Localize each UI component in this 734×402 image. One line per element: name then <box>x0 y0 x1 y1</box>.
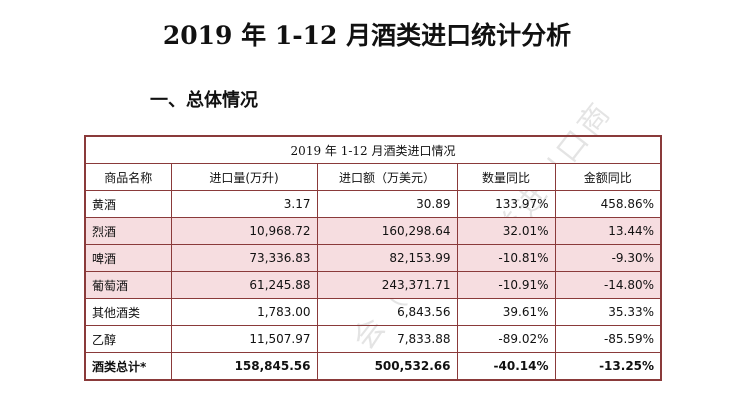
quantity-yoy: 133.97% <box>456 190 556 218</box>
product-name: 啤酒 <box>84 244 172 272</box>
amount-yoy: 13.44% <box>554 217 662 245</box>
quantity-yoy: -89.02% <box>456 325 556 353</box>
import-volume: 1,783.00 <box>170 298 318 326</box>
quantity-yoy: -10.81% <box>456 244 556 272</box>
table-row: 葡萄酒 61,245.88 243,371.71 -10.91% -14.80% <box>84 271 662 299</box>
amount-yoy: -13.25% <box>554 352 662 381</box>
quantity-yoy: 39.61% <box>456 298 556 326</box>
product-name: 其他酒类 <box>84 298 172 326</box>
product-name: 烈酒 <box>84 217 172 245</box>
table-header-row: 商品名称 进口量(万升) 进口额（万美元） 数量同比 金额同比 <box>84 163 662 191</box>
quantity-yoy: -10.91% <box>456 271 556 299</box>
import-volume: 11,507.97 <box>170 325 318 353</box>
column-header: 金额同比 <box>554 163 662 191</box>
column-header: 商品名称 <box>84 163 172 191</box>
table-row: 其他酒类 1,783.00 6,843.56 39.61% 35.33% <box>84 298 662 326</box>
import-value: 82,153.99 <box>316 244 458 272</box>
import-value: 160,298.64 <box>316 217 458 245</box>
import-value: 500,532.66 <box>316 352 458 381</box>
product-name: 葡萄酒 <box>84 271 172 299</box>
import-value: 7,833.88 <box>316 325 458 353</box>
import-value: 243,371.71 <box>316 271 458 299</box>
import-value: 30.89 <box>316 190 458 218</box>
table-row: 啤酒 73,336.83 82,153.99 -10.81% -9.30% <box>84 244 662 272</box>
import-volume: 61,245.88 <box>170 271 318 299</box>
product-name: 酒类总计* <box>84 352 172 381</box>
import-volume: 73,336.83 <box>170 244 318 272</box>
quantity-yoy: 32.01% <box>456 217 556 245</box>
product-name: 黄酒 <box>84 190 172 218</box>
import-volume: 3.17 <box>170 190 318 218</box>
column-header: 进口额（万美元） <box>316 163 458 191</box>
import-volume: 158,845.56 <box>170 352 318 381</box>
table-total-row: 酒类总计* 158,845.56 500,532.66 -40.14% -13.… <box>84 352 662 381</box>
amount-yoy: 458.86% <box>554 190 662 218</box>
column-header: 进口量(万升) <box>170 163 318 191</box>
product-name: 乙醇 <box>84 325 172 353</box>
table-row: 黄酒 3.17 30.89 133.97% 458.86% <box>84 190 662 218</box>
amount-yoy: 35.33% <box>554 298 662 326</box>
amount-yoy: -85.59% <box>554 325 662 353</box>
table-caption-row: 2019 年 1-12 月酒类进口情况 <box>84 135 662 164</box>
import-volume: 10,968.72 <box>170 217 318 245</box>
table-row: 烈酒 10,968.72 160,298.64 32.01% 13.44% <box>84 217 662 245</box>
import-stats-table: 2019 年 1-12 月酒类进口情况 商品名称 进口量(万升) 进口额（万美元… <box>84 135 663 381</box>
column-header: 数量同比 <box>456 163 556 191</box>
table-caption: 2019 年 1-12 月酒类进口情况 <box>84 135 662 164</box>
amount-yoy: -14.80% <box>554 271 662 299</box>
table-row: 乙醇 11,507.97 7,833.88 -89.02% -85.59% <box>84 325 662 353</box>
import-value: 6,843.56 <box>316 298 458 326</box>
document-title: 2019 年 1-12 月酒类进口统计分析 <box>162 21 572 50</box>
section-heading: 一、总体情况 <box>150 90 258 111</box>
quantity-yoy: -40.14% <box>456 352 556 381</box>
amount-yoy: -9.30% <box>554 244 662 272</box>
